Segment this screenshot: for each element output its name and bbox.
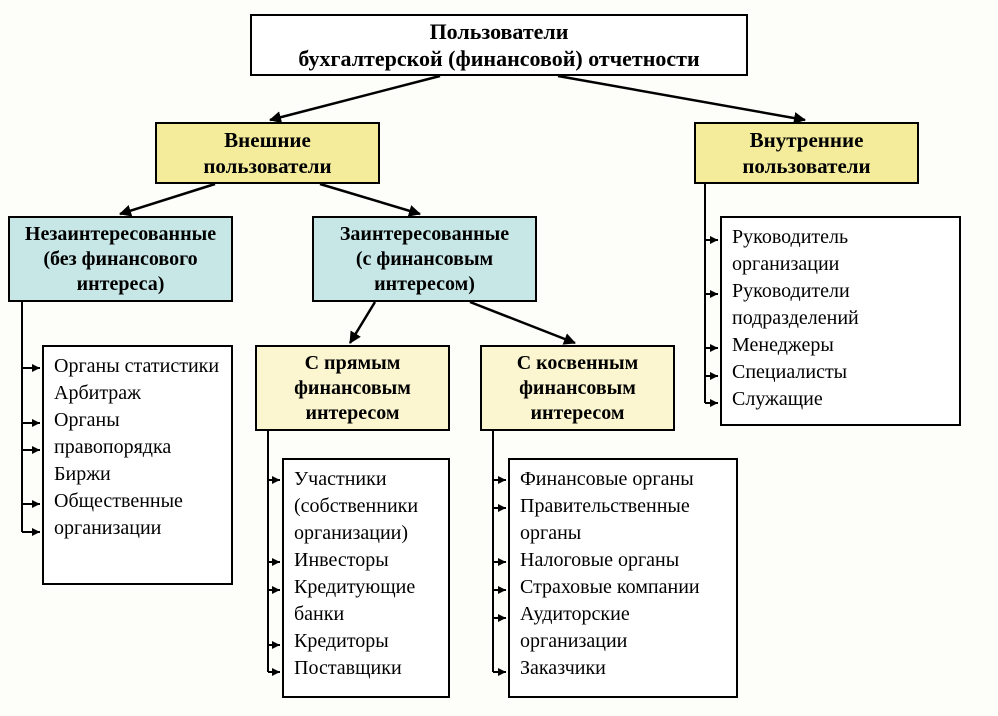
list-item: Инвесторы xyxy=(294,547,438,574)
root-line1: Пользователи xyxy=(430,18,569,46)
interested-box: Заинтересованные (с финансовым интересом… xyxy=(312,216,537,302)
list-item: Руководители подразделений xyxy=(732,278,949,332)
list-item: Кредитующие банки xyxy=(294,574,438,628)
internal-users-box: Внутренние пользователи xyxy=(694,122,919,184)
external-users-box: Внешние пользователи xyxy=(155,122,380,184)
direct-interest-box: С прямым финансовым интересом xyxy=(255,345,450,431)
list-item: Руководитель организации xyxy=(732,224,949,278)
internal-list: Руководитель организацииРуководители под… xyxy=(720,216,961,426)
root-line2: бухгалтерской (финансовой) отчетности xyxy=(298,45,699,73)
indirect-line2: финансовым xyxy=(519,376,636,401)
indirect-line3: интересом xyxy=(530,401,624,426)
direct-line1: С прямым xyxy=(305,351,401,376)
list-item: Налоговые органы xyxy=(520,547,726,574)
list-item: Органы статистики xyxy=(54,353,221,380)
direct-line3: интересом xyxy=(305,401,399,426)
uninterested-line3: интереса) xyxy=(77,272,165,297)
list-item: Участники (собственники организации) xyxy=(294,466,438,547)
indirect-list: Финансовые органыПравительственные орган… xyxy=(508,458,738,698)
external-line1: Внешние xyxy=(224,127,311,153)
interested-line3: интересом) xyxy=(374,272,475,297)
list-item: Кредиторы xyxy=(294,628,438,655)
uninterested-line1: Незаинтересованные xyxy=(25,222,216,247)
uninterested-list: Органы статистикиАрбитражОрганы правопор… xyxy=(42,345,233,585)
list-item: Служащие xyxy=(732,386,949,413)
external-line2: пользователи xyxy=(203,153,331,179)
root-box: Пользователи бухгалтерской (финансовой) … xyxy=(250,14,748,76)
indirect-line1: С косвенным xyxy=(517,351,639,376)
list-item: Финансовые органы xyxy=(520,466,726,493)
direct-list: Участники (собственники организации)Инве… xyxy=(282,458,450,698)
list-item: Поставщики xyxy=(294,655,438,682)
uninterested-box: Незаинтересованные (без финансового инте… xyxy=(8,216,233,302)
list-item: Заказчики xyxy=(520,655,726,682)
list-item: Арбитраж xyxy=(54,380,221,407)
indirect-interest-box: С косвенным финансовым интересом xyxy=(480,345,675,431)
uninterested-line2: (без финансового xyxy=(43,247,197,272)
internal-line2: пользователи xyxy=(742,153,870,179)
list-item: Специалисты xyxy=(732,359,949,386)
interested-line1: Заинтересованные xyxy=(340,222,509,247)
list-item: Биржи xyxy=(54,461,221,488)
list-item: Общественные организации xyxy=(54,488,221,542)
list-item: Органы правопорядка xyxy=(54,407,221,461)
direct-line2: финансовым xyxy=(294,376,411,401)
list-item: Правительственные органы xyxy=(520,493,726,547)
list-item: Страховые компании xyxy=(520,574,726,601)
internal-line1: Внутренние xyxy=(750,127,864,153)
interested-line2: (с финансовым xyxy=(356,247,493,272)
list-item: Аудиторские организации xyxy=(520,601,726,655)
list-item: Менеджеры xyxy=(732,332,949,359)
